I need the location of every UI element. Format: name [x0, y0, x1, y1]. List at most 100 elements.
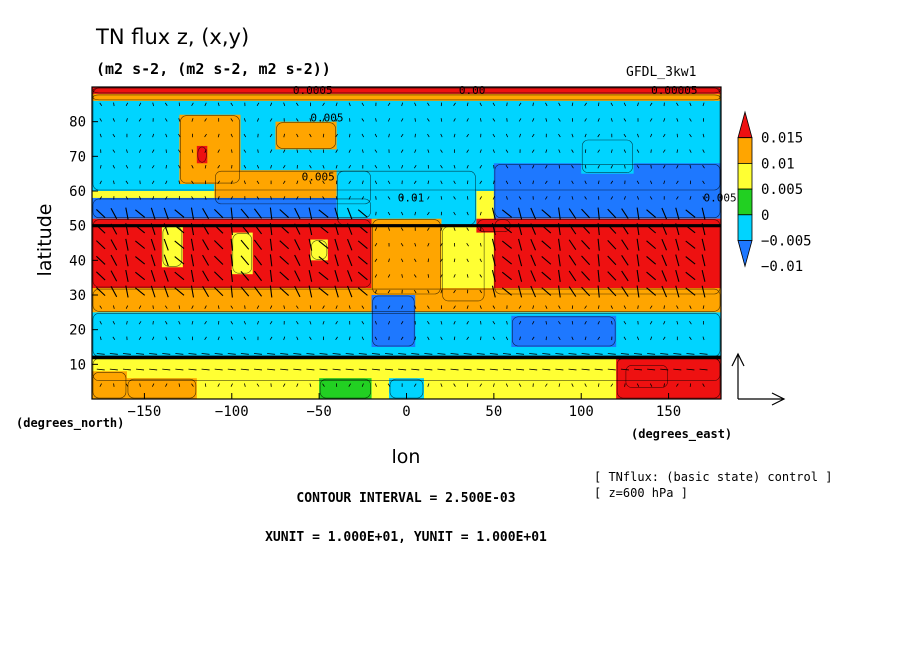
flux-vector — [191, 180, 194, 185]
flux-vector — [243, 180, 246, 185]
flux-vector — [518, 118, 522, 122]
flux-vector — [388, 227, 390, 231]
flux-vector — [689, 321, 692, 325]
flux-vector — [492, 196, 495, 200]
flux-vector — [334, 270, 339, 282]
flux-vector — [174, 209, 185, 218]
flux-vector — [269, 149, 273, 153]
flux-vector — [518, 285, 523, 298]
flux-vector — [414, 118, 416, 122]
flux-vector — [217, 383, 220, 387]
heatmap-region-4 — [275, 121, 337, 150]
flux-vector — [348, 165, 352, 169]
flux-vector — [385, 368, 394, 371]
flux-vector — [400, 133, 404, 138]
flux-vector — [174, 271, 185, 281]
flux-vector — [387, 118, 391, 122]
flux-vector — [230, 254, 233, 267]
flux-vector — [217, 336, 220, 341]
flux-vector — [440, 180, 443, 185]
flux-vector — [532, 164, 535, 169]
flux-vector — [296, 102, 299, 107]
flux-vector — [545, 118, 548, 122]
flux-vector — [270, 102, 273, 107]
heatmap-region-25 — [319, 378, 372, 399]
flux-vector — [505, 165, 509, 169]
flux-vector — [427, 102, 430, 107]
flux-vector — [518, 238, 523, 251]
flux-vector — [347, 238, 353, 251]
flux-vector — [335, 118, 338, 122]
flux-vector — [646, 287, 657, 296]
flux-vector — [453, 336, 456, 341]
flux-vector — [240, 270, 250, 281]
contour-line-21 — [512, 316, 616, 347]
flux-vector — [283, 102, 286, 107]
flux-vector — [581, 353, 590, 355]
flux-vector — [296, 336, 299, 341]
y-axis: 10 20 30 40 50 60 70 80 — [69, 115, 98, 373]
flux-vector — [110, 207, 118, 220]
flux-vector — [204, 164, 207, 169]
flux-vector — [607, 368, 616, 371]
flux-vector — [518, 196, 522, 200]
flux-vector — [661, 270, 668, 282]
flux-vector — [506, 102, 508, 107]
flux-vector — [607, 208, 617, 219]
flux-vector — [125, 102, 129, 107]
flux-vector — [267, 368, 276, 371]
flux-vector — [555, 368, 564, 371]
info-line-1: [ TNflux: (basic state) control ] — [594, 470, 832, 484]
flux-vector — [240, 239, 250, 250]
flux-vector — [636, 336, 640, 341]
flux-vector — [440, 274, 443, 278]
flux-vector — [125, 180, 129, 185]
flux-vector — [597, 164, 600, 169]
flux-vector — [230, 285, 233, 298]
x-axis-label: lon — [392, 446, 421, 468]
flux-vector — [607, 353, 616, 355]
flux-vector — [374, 258, 378, 263]
contour-line-20 — [372, 295, 415, 347]
flux-vector — [174, 240, 185, 249]
flux-vector — [279, 287, 290, 296]
flux-vector — [322, 383, 325, 387]
flux-vector — [440, 118, 443, 122]
flux-vector — [466, 227, 469, 231]
flux-vector — [501, 209, 513, 218]
flux-vector — [646, 209, 657, 218]
heatmap-region-26 — [389, 378, 424, 399]
flux-vector — [178, 336, 181, 341]
flux-vector — [581, 239, 591, 250]
flux-vector — [400, 336, 404, 341]
flux-vector — [178, 118, 181, 122]
contour-label: 0.00 — [459, 84, 486, 97]
flux-vector — [531, 321, 535, 325]
flux-vector — [493, 180, 495, 185]
flux-vector — [440, 165, 443, 169]
contour-line-7 — [494, 163, 721, 219]
flux-vector — [453, 320, 456, 325]
flux-vector — [597, 285, 600, 298]
flux-vector — [400, 118, 404, 122]
contour-line-4 — [276, 122, 336, 149]
flux-vector — [202, 254, 210, 266]
flux-vector — [414, 102, 417, 107]
x-tick-label: 50 — [485, 404, 502, 420]
flux-vector — [685, 271, 696, 281]
flux-vector — [125, 238, 129, 251]
flux-vector — [135, 240, 146, 249]
flux-vector — [334, 238, 339, 251]
heatmap-region-30 — [92, 93, 721, 101]
contour-line-24 — [127, 378, 197, 399]
flux-vector — [256, 180, 260, 185]
flux-vector — [178, 133, 181, 138]
flux-vector — [506, 196, 508, 200]
flux-vector — [623, 118, 627, 122]
flux-vector — [463, 353, 472, 355]
flux-vector — [558, 305, 561, 309]
flux-vector — [163, 254, 169, 267]
flux-vector — [636, 383, 640, 387]
flux-vector — [309, 180, 312, 185]
flux-vector — [309, 133, 312, 138]
